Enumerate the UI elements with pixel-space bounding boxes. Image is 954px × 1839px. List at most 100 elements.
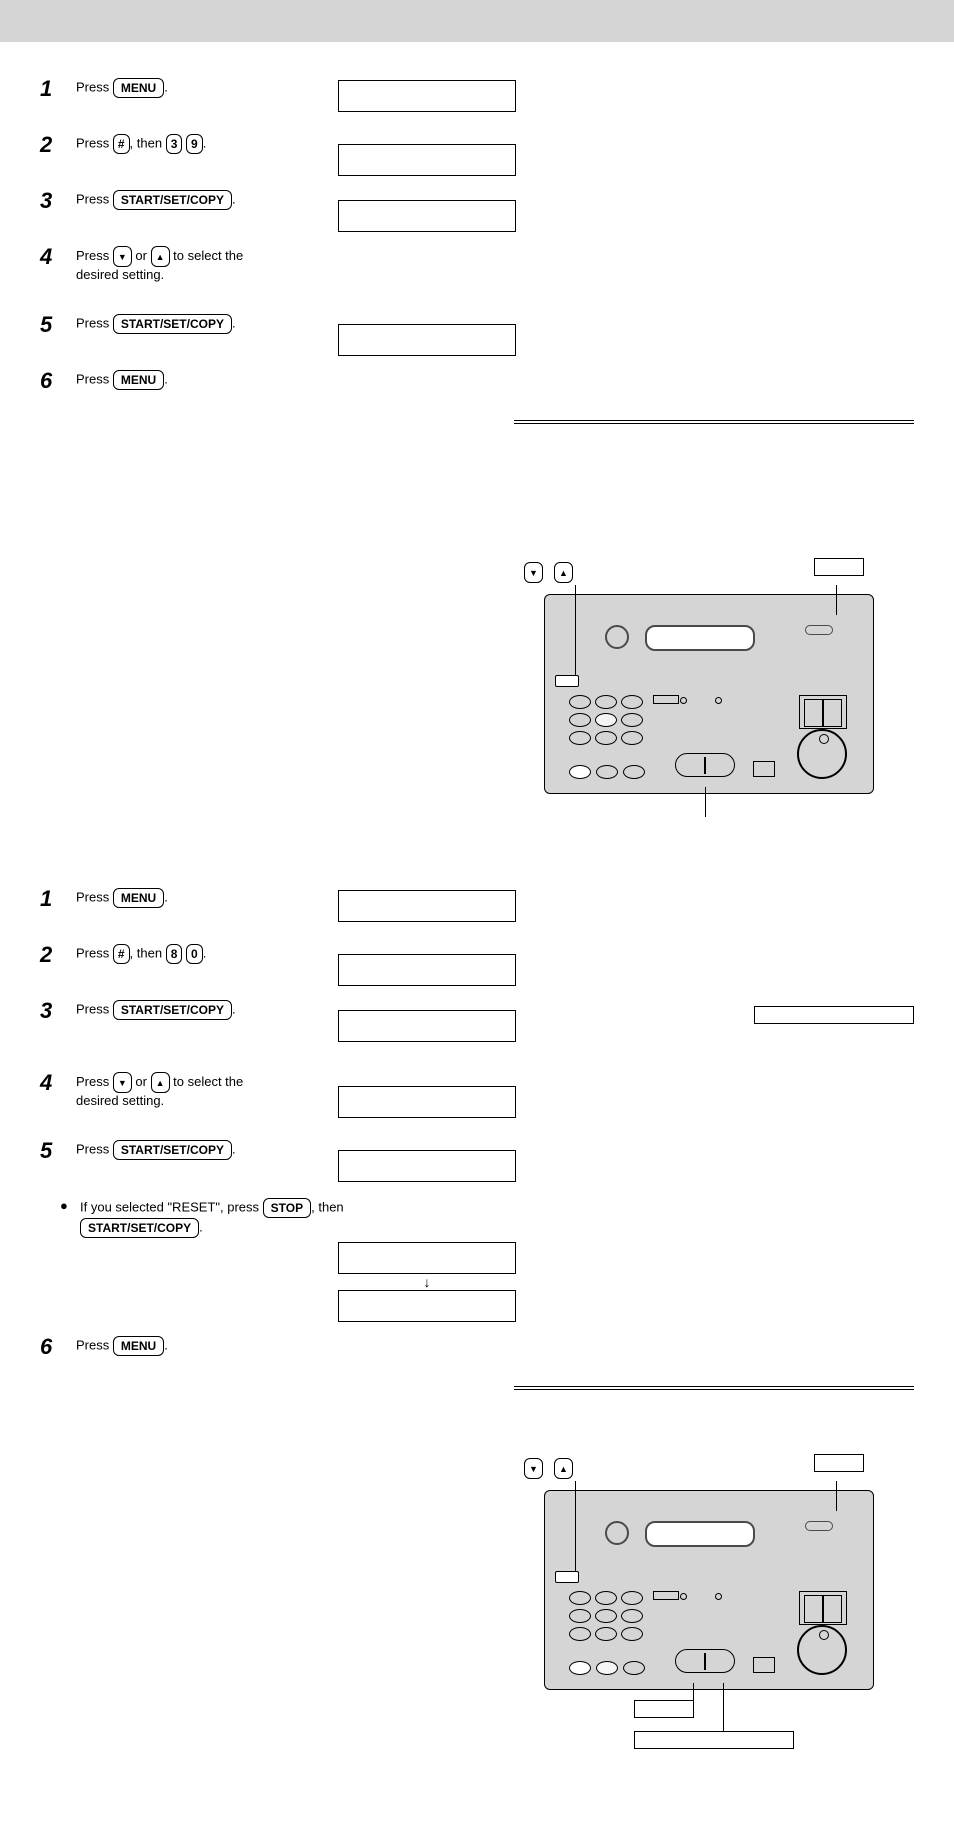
text: . (203, 135, 207, 150)
jog-dial (797, 729, 847, 779)
display-slot (338, 1086, 516, 1118)
step-number: 1 (40, 882, 76, 912)
digit-8-button[interactable]: 8 (166, 944, 183, 964)
callout-box (814, 1454, 864, 1472)
display-slot (338, 954, 516, 986)
digit-3-button[interactable]: 3 (166, 134, 183, 154)
step-number: 4 (40, 1066, 76, 1096)
lcd-display (338, 200, 516, 232)
callout-row (514, 562, 914, 582)
s1-step6: 6 Press MENU. (40, 364, 520, 412)
step-number: 5 (40, 1134, 76, 1164)
header-bar (0, 0, 954, 42)
chevron-down-icon (529, 1461, 538, 1475)
up-button-label (554, 1458, 573, 1479)
down-button-label (524, 1458, 543, 1479)
digit-9-button[interactable]: 9 (186, 134, 203, 154)
start-set-copy-button[interactable]: START/SET/COPY (113, 190, 232, 210)
device-lcd (645, 1521, 755, 1547)
hash-button[interactable]: # (113, 944, 130, 964)
display-slot (338, 144, 516, 176)
led-icon (680, 697, 687, 704)
chevron-up-icon (156, 249, 165, 263)
callout-box (634, 1700, 694, 1718)
mode-selector (555, 675, 579, 687)
chevron-up-icon (156, 1075, 165, 1089)
text: If you selected "RESET", press (80, 1199, 259, 1214)
text: , then (311, 1199, 344, 1214)
bottom-key-row (569, 765, 645, 779)
indicator (653, 695, 679, 704)
hash-button[interactable]: # (113, 134, 130, 154)
step-number: 2 (40, 938, 76, 968)
jog-dial (797, 1625, 847, 1675)
text: . (203, 945, 207, 960)
up-button[interactable] (151, 246, 170, 267)
text: . (232, 315, 236, 330)
text: desired setting. (76, 1093, 164, 1108)
small-button (805, 1521, 833, 1531)
menu-key (753, 1657, 775, 1673)
callout-box (814, 558, 864, 576)
start-copy-key (675, 753, 735, 777)
text: Press (76, 315, 109, 330)
leader-line (836, 585, 837, 615)
leader-line (705, 787, 706, 817)
down-button[interactable] (113, 246, 132, 267)
menu-button[interactable]: MENU (113, 888, 164, 908)
start-set-copy-button[interactable]: START/SET/COPY (113, 1000, 232, 1020)
s2-step1: 1 Press MENU. (40, 882, 520, 930)
arrow-down-icon: ↓ (338, 1274, 516, 1290)
lcd-display (338, 1290, 516, 1322)
start-set-copy-button[interactable]: START/SET/COPY (113, 314, 232, 334)
lcd-display (338, 144, 516, 176)
menu-button[interactable]: MENU (113, 370, 164, 390)
s2-step6: 6 Press MENU. (40, 1330, 520, 1378)
text: , then (130, 945, 163, 960)
start-set-copy-button[interactable]: START/SET/COPY (80, 1218, 199, 1238)
menu-button[interactable]: MENU (113, 1336, 164, 1356)
text: . (232, 1001, 236, 1016)
s1-step3: 3 Press START/SET/COPY. (40, 184, 520, 232)
pound-key (623, 765, 645, 779)
text: . (199, 1219, 203, 1234)
callout-row (514, 1458, 914, 1478)
chevron-down-icon (118, 1075, 127, 1089)
leader-line (575, 1481, 576, 1571)
text: or (135, 248, 147, 263)
up-button-label (554, 562, 573, 583)
up-button[interactable] (151, 1072, 170, 1093)
section2-left: 1 Press MENU. 2 Press #, then 8 0. (40, 882, 520, 1386)
start-copy-key (675, 1649, 735, 1673)
display-slot (338, 1010, 516, 1042)
step-number: 6 (40, 364, 76, 394)
start-set-copy-button[interactable]: START/SET/COPY (113, 1140, 232, 1160)
digit-0-button[interactable]: 0 (186, 944, 203, 964)
text: . (232, 191, 236, 206)
step-number: 3 (40, 184, 76, 214)
down-button[interactable] (113, 1072, 132, 1093)
s2-step5: 5 Press START/SET/COPY. (40, 1134, 520, 1190)
hint-block (544, 438, 904, 548)
device-panel (544, 594, 874, 794)
step-body: Press MENU. (76, 1330, 520, 1356)
double-rule (514, 420, 914, 424)
stop-button[interactable]: STOP (263, 1198, 311, 1218)
star-key (569, 1661, 591, 1675)
numeric-keypad (569, 695, 643, 749)
lcd-display (338, 80, 516, 112)
s1-step2: 2 Press #, then 3 9. (40, 128, 520, 176)
lcd-display (338, 890, 516, 922)
text: . (164, 1337, 168, 1352)
text: Press (76, 889, 109, 904)
led-icon (715, 697, 722, 704)
pound-key (623, 1661, 645, 1675)
small-button (805, 625, 833, 635)
display-slot (338, 1150, 516, 1182)
menu-button[interactable]: MENU (113, 78, 164, 98)
step-number: 6 (40, 1330, 76, 1360)
section-2: 1 Press MENU. 2 Press #, then 8 0. (40, 882, 914, 1749)
device-panel (544, 1490, 874, 1690)
text: to select the (173, 248, 243, 263)
section-1: 1 Press MENU. 2 Press #, then 3 9. (40, 72, 914, 822)
